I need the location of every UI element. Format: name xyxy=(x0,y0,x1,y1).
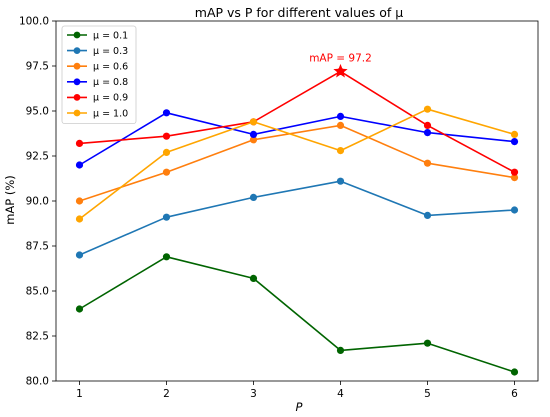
series-line xyxy=(79,255,515,373)
x-tick-label: 6 xyxy=(511,388,518,400)
y-tick-label: 82.5 xyxy=(26,331,49,343)
legend-label: μ = 0.1 xyxy=(93,30,128,41)
data-point xyxy=(75,197,84,205)
series-1 xyxy=(75,253,519,376)
plot-area: 80.0 82.5 85.0 87.5 90.0 92.5 95.0 97.5 100.0 1 2 3… xyxy=(19,16,539,400)
x-axis-label: P xyxy=(296,400,303,414)
data-point xyxy=(249,193,258,201)
x-tick-label: 3 xyxy=(250,388,257,400)
data-point xyxy=(423,121,432,129)
data-point xyxy=(423,159,432,167)
legend-marker xyxy=(73,62,81,70)
data-point xyxy=(162,148,171,156)
legend-item: μ = 0.1 xyxy=(67,30,128,41)
data-point xyxy=(510,368,519,376)
data-point xyxy=(336,177,345,185)
data-point xyxy=(249,136,258,144)
data-point xyxy=(510,206,519,214)
y-tick-label: 97.5 xyxy=(26,61,49,73)
legend-marker xyxy=(73,109,81,117)
legend-label: μ = 0.3 xyxy=(93,46,128,57)
data-point xyxy=(423,105,432,113)
data-point xyxy=(336,112,345,120)
y-tick-label: 100.0 xyxy=(19,16,49,28)
data-point xyxy=(162,109,171,117)
legend-label: μ = 0.8 xyxy=(93,77,128,88)
y-tick-label: 85.0 xyxy=(26,286,49,298)
x-tick-label: 4 xyxy=(337,388,344,400)
data-point xyxy=(162,213,171,221)
series-6 xyxy=(75,105,519,223)
legend-item: μ = 0.9 xyxy=(67,93,128,104)
y-axis-label: mAP (%) xyxy=(3,175,17,225)
series-line xyxy=(79,112,515,166)
data-point xyxy=(510,138,519,146)
data-point xyxy=(249,118,258,126)
y-tick-label: 95.0 xyxy=(26,106,49,118)
legend-label: μ = 0.6 xyxy=(93,62,128,73)
data-point xyxy=(336,147,345,155)
y-tick-label: 87.5 xyxy=(26,241,49,253)
data-point xyxy=(336,121,345,129)
annotation-label: mAP = 97.2 xyxy=(309,52,372,64)
legend-item: μ = 0.8 xyxy=(67,77,128,88)
legend-label: μ = 1.0 xyxy=(93,108,128,119)
series-5 xyxy=(75,67,519,176)
legend-marker xyxy=(73,94,81,101)
series-line xyxy=(79,108,515,220)
data-point xyxy=(75,215,84,223)
legend-label: μ = 0.9 xyxy=(93,93,128,104)
data-point xyxy=(510,130,519,138)
x-tick-label: 5 xyxy=(424,388,431,400)
series-line xyxy=(79,124,515,202)
series-2 xyxy=(75,177,519,259)
data-point xyxy=(162,168,171,176)
x-tick-label: 2 xyxy=(163,388,170,400)
legend-item: μ = 1.0 xyxy=(67,108,128,119)
legend: μ = 0.1 μ = 0.3 μ = 0.6 μ = 0.8 μ = 0.9 μ = 1… xyxy=(61,25,137,124)
series-line xyxy=(79,180,515,256)
data-point xyxy=(75,161,84,169)
data-point xyxy=(75,139,84,147)
data-point xyxy=(510,174,519,182)
legend-item: μ = 0.3 xyxy=(67,46,128,57)
x-tick-label: 1 xyxy=(76,388,83,400)
data-point xyxy=(162,253,171,261)
y-tick-label: 80.0 xyxy=(26,376,49,388)
data-point xyxy=(510,168,519,176)
y-tick-label: 92.5 xyxy=(26,151,49,163)
data-point xyxy=(249,274,258,282)
annotation-star-marker xyxy=(333,63,348,78)
series-3 xyxy=(75,121,519,205)
data-point xyxy=(336,346,345,354)
data-point xyxy=(423,211,432,219)
data-point xyxy=(162,132,171,140)
data-point xyxy=(423,129,432,137)
data-point xyxy=(75,305,84,313)
data-point xyxy=(249,130,258,138)
y-tick-label: 90.0 xyxy=(26,196,49,208)
chart-title: mAP vs P for different values of μ xyxy=(195,5,404,20)
legend-marker xyxy=(73,31,81,39)
data-point xyxy=(423,339,432,347)
legend-marker xyxy=(73,78,81,86)
series-line xyxy=(79,70,515,173)
data-point xyxy=(75,251,84,259)
legend-marker xyxy=(73,47,81,54)
legend-item: μ = 0.6 xyxy=(67,62,128,73)
